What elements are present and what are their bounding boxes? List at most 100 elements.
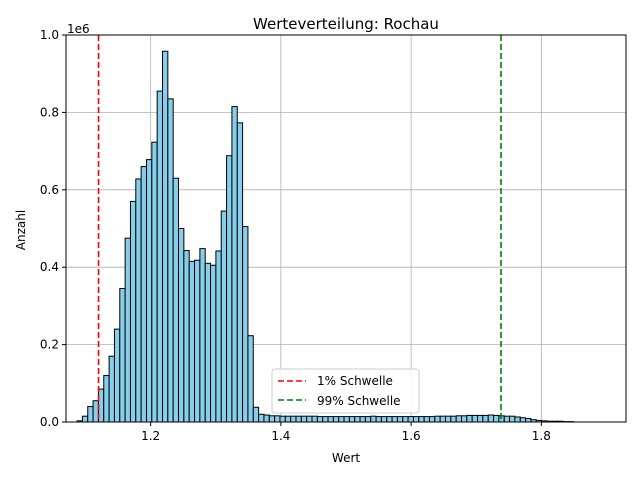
plot-frame <box>65 34 627 423</box>
histogram-bar <box>87 406 94 423</box>
x-tick-label: 1.4 <box>271 429 290 443</box>
histogram-bar <box>380 416 388 423</box>
histogram-bar <box>295 415 302 423</box>
histogram-bar <box>364 416 372 423</box>
y-tick-label: 0.4 <box>40 260 59 274</box>
x-tick-label: 1.2 <box>141 429 160 443</box>
histogram-bar <box>396 416 404 423</box>
histogram-bar <box>92 400 99 423</box>
histogram-bar <box>375 416 382 423</box>
histogram-bar <box>183 250 190 423</box>
histogram-bar <box>423 416 430 423</box>
histogram-bar <box>359 416 366 423</box>
histogram-bar <box>108 355 115 423</box>
chart-title: Werteverteilung: Rochau <box>253 15 439 33</box>
histogram-bar <box>493 414 500 423</box>
histogram-bar <box>343 416 350 423</box>
histogram-bar <box>412 416 420 423</box>
histogram-bar <box>135 178 142 423</box>
histogram-bar <box>332 416 340 423</box>
histogram-bar <box>199 248 206 423</box>
histogram-bar <box>145 159 153 423</box>
histogram-bar <box>124 237 131 423</box>
histogram-bar <box>444 415 452 423</box>
histogram-bar <box>402 416 409 423</box>
histogram-bar <box>279 415 286 423</box>
histogram-bar <box>247 335 254 423</box>
histogram-bar <box>274 415 281 423</box>
y-tick-label: 0.8 <box>40 105 59 119</box>
histogram-bar <box>439 415 446 423</box>
histogram-bar <box>519 417 527 423</box>
histogram-bar <box>434 415 441 423</box>
histogram-bar <box>113 328 121 423</box>
histogram-bar <box>322 416 329 423</box>
threshold-lines <box>97 35 502 422</box>
histogram-bar <box>258 413 265 423</box>
y-tick-label: 0.2 <box>40 338 59 352</box>
histogram-bar <box>306 415 313 423</box>
x-tick-label: 1.6 <box>402 429 421 443</box>
legend: 1% Schwelle 99% Schwelle <box>271 368 420 414</box>
y-tick-label: 0.6 <box>40 183 59 197</box>
histogram-bars <box>76 50 575 423</box>
histogram-bar <box>407 416 414 423</box>
histogram-bar <box>140 166 147 423</box>
histogram-bar <box>172 177 180 423</box>
histogram-bar <box>194 259 201 423</box>
y-tick-label: 0.0 <box>40 415 59 429</box>
histogram-bar <box>348 416 356 423</box>
histogram-bar <box>370 415 377 423</box>
histogram-bar <box>471 414 479 423</box>
histogram-bar <box>338 416 345 423</box>
histogram-bar <box>418 416 425 423</box>
histogram-bar <box>482 414 489 423</box>
y-tick-label: 1.0 <box>40 28 59 42</box>
y-axis-ticks: 0.0 0.2 0.4 0.6 0.8 1.0 <box>40 28 66 429</box>
legend-label-1pct: 1% Schwelle <box>317 374 393 388</box>
histogram-bar <box>455 415 463 423</box>
histogram-bar <box>162 50 169 423</box>
histogram-bar <box>167 98 174 423</box>
histogram-bar <box>210 264 217 423</box>
histogram-bar <box>386 416 393 423</box>
histogram-bar <box>487 414 495 423</box>
histogram-bar <box>119 287 126 423</box>
histogram-bar <box>311 415 318 423</box>
histogram-bar <box>268 415 276 423</box>
histogram-bar <box>231 106 238 423</box>
histogram-bar <box>428 416 436 423</box>
histogram-bar <box>525 418 532 423</box>
x-axis-ticks: 1.2 1.4 1.6 1.8 <box>141 422 551 443</box>
histogram-bar <box>461 415 468 423</box>
histogram-bar <box>503 415 511 423</box>
histogram-bar <box>188 260 196 423</box>
histogram-bar <box>509 415 516 423</box>
histogram-bar <box>466 414 473 423</box>
y-axis-label: Anzahl <box>14 210 28 250</box>
histogram-bar <box>236 122 244 423</box>
histogram-bar <box>220 210 228 423</box>
histogram-bar <box>129 200 137 423</box>
histogram-bar <box>103 375 110 423</box>
histogram-bar <box>514 416 521 423</box>
y-scale-label: 1e6 <box>67 22 90 36</box>
histogram-bar <box>327 416 334 423</box>
histogram-bar <box>204 262 212 423</box>
histogram-bar <box>391 416 398 423</box>
legend-box <box>271 368 420 414</box>
legend-label-99pct: 99% Schwelle <box>317 394 401 408</box>
histogram-bar <box>156 90 164 423</box>
histogram-bar <box>300 415 308 423</box>
histogram-bar <box>477 414 484 423</box>
histogram-bar <box>450 415 457 423</box>
histogram-bar <box>284 415 292 423</box>
histogram-bar <box>252 406 260 423</box>
histogram-bar <box>215 250 222 423</box>
histogram-bar <box>226 155 233 423</box>
histogram-bar <box>242 226 249 423</box>
histogram-bar <box>290 415 297 423</box>
histogram-bar <box>151 141 158 423</box>
histogram-bar <box>316 416 324 423</box>
